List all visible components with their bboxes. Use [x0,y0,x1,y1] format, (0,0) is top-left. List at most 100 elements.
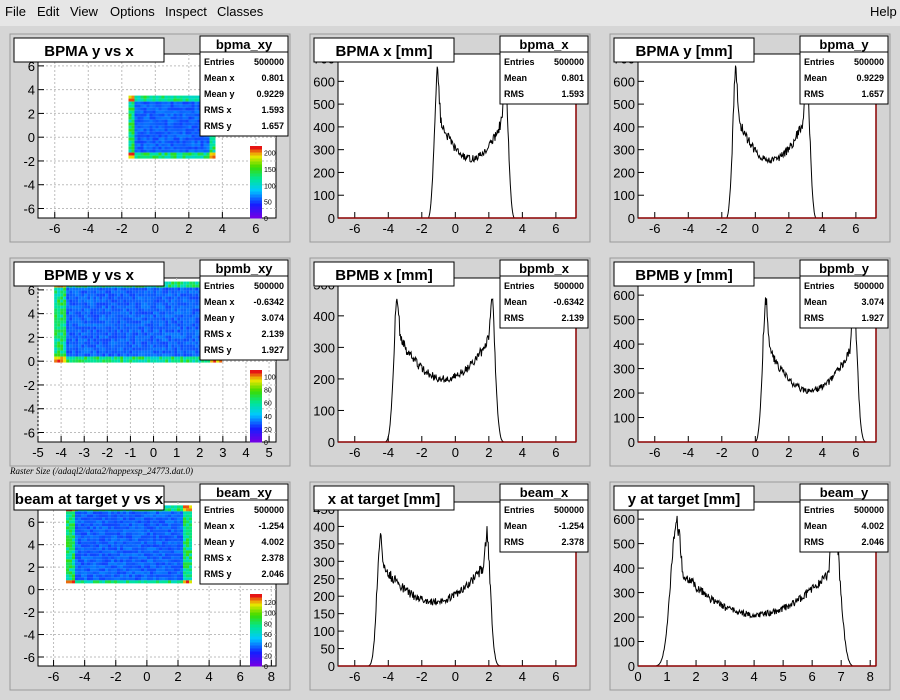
heatmap-cell [158,122,162,126]
heatmap-cell [155,110,159,114]
y-tick-label: -6 [23,425,35,440]
heatmap-cell [149,107,153,111]
heatmap-cell [143,95,147,99]
heatmap-cell [152,119,156,123]
heatmap-cell [135,535,138,539]
heatmap-cell [120,332,124,336]
heatmap-cell [108,329,112,333]
menu-view[interactable]: View [70,4,98,19]
colorbar-segment [250,176,262,180]
heatmap-cell [81,520,84,524]
heatmap-cell [123,556,126,560]
heatmap-cell [137,125,141,129]
heatmap-cell [162,580,165,584]
heatmap-cell [153,356,157,360]
heatmap-cell [129,350,133,354]
heatmap-cell [102,520,105,524]
heatmap-cell [152,146,156,150]
y-tick-label: 6 [28,283,35,298]
heatmap-cell [132,329,136,333]
heatmap-cell [131,122,135,126]
x-tick-label: 2 [485,445,492,460]
heatmap-cell [159,571,162,575]
heatmap-cell [81,526,84,530]
heatmap-cell [111,320,115,324]
heatmap-cell [54,311,58,315]
menu-file[interactable]: File [5,4,26,19]
heatmap-cell [161,101,165,105]
colorbar-segment [250,663,262,667]
heatmap-cell [111,535,114,539]
heatmap-cell [129,529,132,533]
heatmap-cell [213,359,217,363]
heatmap-cell [78,520,81,524]
heatmap-cell [96,314,100,318]
menu-help[interactable]: Help [870,4,897,19]
heatmap-cell [177,347,181,351]
heatmap-cell [126,317,130,321]
heatmap-cell [179,128,183,132]
heatmap-cell [134,107,138,111]
heatmap-cell [134,113,138,117]
heatmap-cell [123,302,127,306]
heatmap-cell [177,284,181,288]
menu-edit[interactable]: Edit [37,4,60,19]
heatmap-cell [81,544,84,548]
x-tick-label: -4 [383,445,395,460]
heatmap-cell [185,119,189,123]
heatmap-cell [129,532,132,536]
heatmap-cell [185,143,189,147]
heatmap-cell [140,116,144,120]
heatmap-cell [111,338,115,342]
heatmap-cell [186,508,189,512]
heatmap-cell [93,514,96,518]
heatmap-cell [180,353,184,357]
heatmap-cell [120,580,123,584]
heatmap-cell [200,149,204,153]
heatmap-cell [144,511,147,515]
x-tick-label: 4 [242,445,249,460]
heatmap-cell [143,128,147,132]
heatmap-cell [60,353,64,357]
heatmap-cell [141,290,145,294]
heatmap-cell [99,529,102,533]
stats-box [199,35,289,137]
heatmap-cell [162,299,166,303]
heatmap-cell [75,359,79,363]
menu-options[interactable]: Options [110,4,155,19]
heatmap-cell [111,314,115,318]
title-box [613,37,755,63]
heatmap-cell [102,302,106,306]
colorbar-segment [250,370,262,374]
heatmap-cell [72,347,76,351]
menu-inspect[interactable]: Inspect [165,4,207,19]
heatmap-cell [137,119,141,123]
heatmap-cell [170,149,174,153]
heatmap-cell [99,302,103,306]
heatmap-cell [182,119,186,123]
heatmap-cell [147,529,150,533]
heatmap-cell [128,98,132,102]
heatmap-cell [180,568,183,572]
root-canvas[interactable]: -6 -4 -2 0 2 4 6 -6 -4 -2 0 2 4 6 200 150 100 50 0 BPMA y v… [0,26,900,700]
heatmap-cell [147,323,151,327]
heatmap-cell [96,568,99,572]
heatmap-cell [90,550,93,554]
heatmap-cell [197,107,201,111]
heatmap-cell [72,314,76,318]
y-tick-label: 600 [313,74,335,89]
heatmap-cell [197,140,201,144]
heatmap-cell [186,350,190,354]
heatmap-cell [192,317,196,321]
heatmap-cell [168,359,172,363]
menu-classes[interactable]: Classes [217,4,264,19]
heatmap-cell [159,335,163,339]
heatmap-cell [212,146,216,150]
heatmap-cell [180,508,183,512]
heatmap-cell [164,122,168,126]
heatmap-cell [153,350,157,354]
heatmap-cell [117,520,120,524]
heatmap-cell [126,320,130,324]
heatmap-cell [66,571,69,575]
